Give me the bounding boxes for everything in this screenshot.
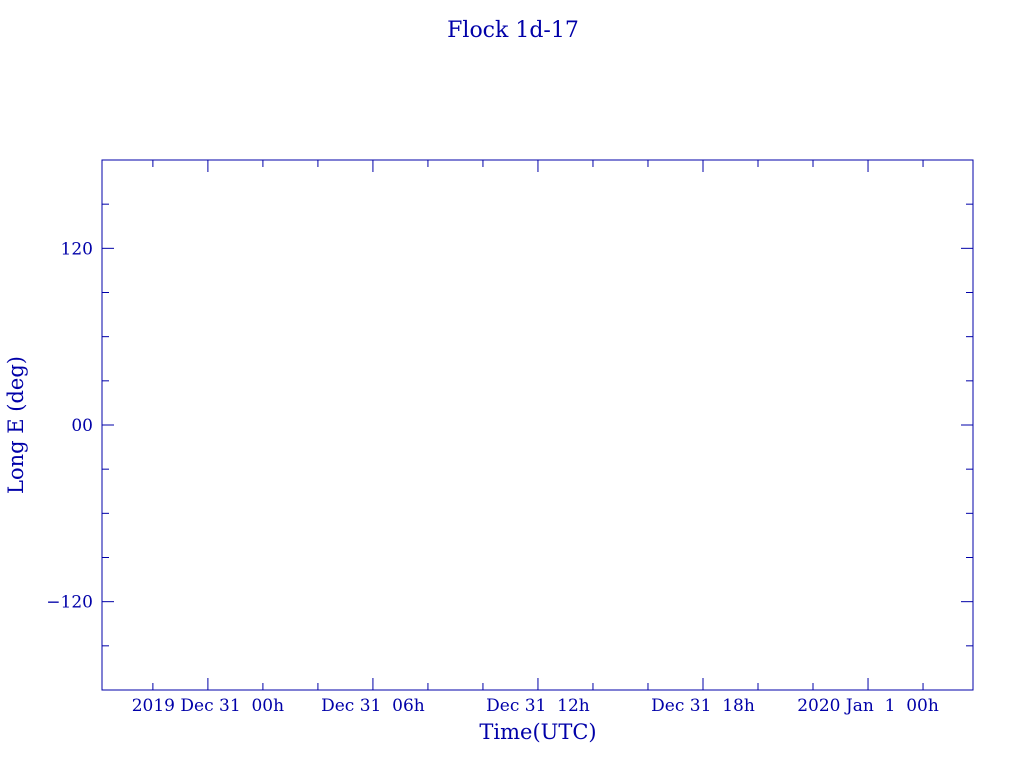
- x-tick-label: Dec 31 06h: [321, 696, 425, 716]
- y-axis-label: Long E (deg): [4, 356, 28, 494]
- chart-title: Flock 1d-17: [447, 18, 579, 43]
- x-axis-label: Time(UTC): [479, 720, 596, 744]
- axis-ticks: [102, 160, 973, 690]
- tick-labels: 2019 Dec 31 00h Dec 31 06h Dec 31 12h Dec 3…: [46, 239, 939, 716]
- plot-frame: [101, 159, 974, 691]
- x-tick-label: Dec 31 18h: [651, 696, 755, 716]
- y-tick-label: 00: [71, 416, 93, 436]
- y-tick-label: 120: [61, 239, 93, 259]
- x-tick-label: Dec 31 12h: [486, 696, 590, 716]
- y-tick-label: −120: [46, 593, 93, 613]
- x-tick-label: 2019 Dec 31 00h: [132, 696, 284, 716]
- x-tick-label: 2020 Jan 1 00h: [797, 696, 939, 716]
